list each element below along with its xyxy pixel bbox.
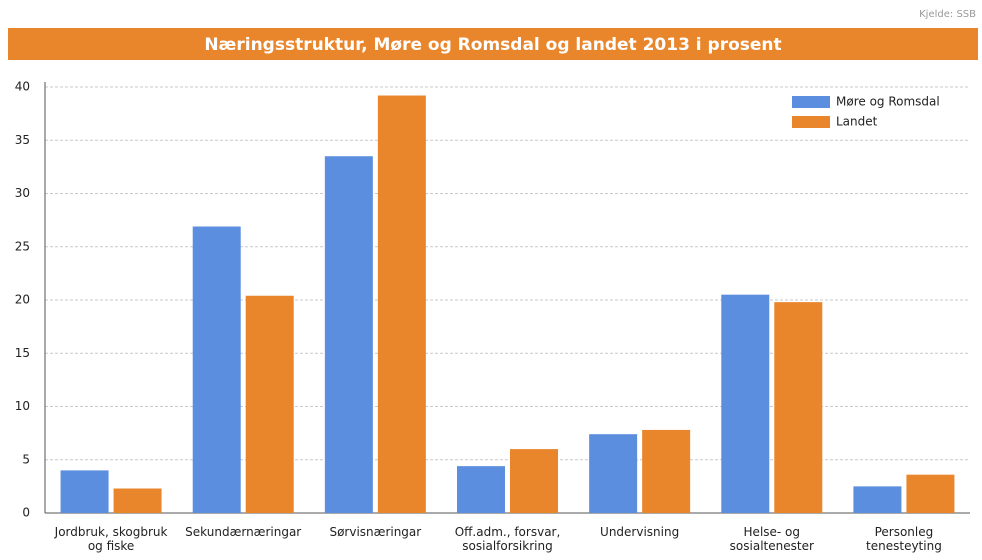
- y-tick-label: 10: [15, 399, 30, 413]
- bar: [60, 470, 109, 513]
- bar: [457, 466, 505, 513]
- y-tick-label: 35: [15, 133, 30, 147]
- x-tick-label: Undervisning: [600, 525, 680, 539]
- y-tick-label: 15: [15, 346, 30, 360]
- chart-title: Næringsstruktur, Møre og Romsdal og land…: [204, 35, 781, 55]
- x-tick-label: Helse- og sosialtenester: [729, 525, 814, 553]
- x-tick-label: Personleg tenesteyting: [866, 525, 942, 553]
- x-tick-label: Sørvisnæringar: [329, 525, 422, 539]
- legend-label: Møre og Romsdal: [836, 95, 940, 109]
- bar: [245, 295, 294, 513]
- bar: [324, 156, 373, 513]
- bar: [853, 486, 902, 513]
- bar: [589, 434, 638, 513]
- bar: [113, 488, 162, 513]
- bar: [906, 474, 955, 513]
- y-tick-label: 25: [15, 239, 30, 253]
- x-tick-label: Off.adm., forsvar, sosialforsikring: [454, 525, 561, 553]
- y-tick-label: 30: [15, 186, 30, 200]
- y-tick-label: 5: [22, 452, 30, 466]
- x-tick-label: Sekundærnæringar: [185, 525, 302, 539]
- title-banner: [8, 28, 978, 60]
- bar: [510, 449, 558, 513]
- x-tick-label: Jordbruk, skogbruk og fiske: [54, 525, 168, 553]
- y-tick-label: 0: [22, 506, 30, 520]
- source: Kjelde: SSB: [919, 9, 976, 20]
- legend-swatch: [792, 116, 830, 128]
- legend-label: Landet: [836, 115, 878, 129]
- bar: [642, 429, 691, 513]
- bar: [192, 226, 241, 513]
- bar: [721, 294, 770, 513]
- y-tick-label: 40: [15, 80, 30, 94]
- y-tick-label: 20: [15, 293, 30, 307]
- legend-swatch: [792, 96, 830, 108]
- bar: [774, 302, 823, 513]
- bar: [377, 95, 426, 514]
